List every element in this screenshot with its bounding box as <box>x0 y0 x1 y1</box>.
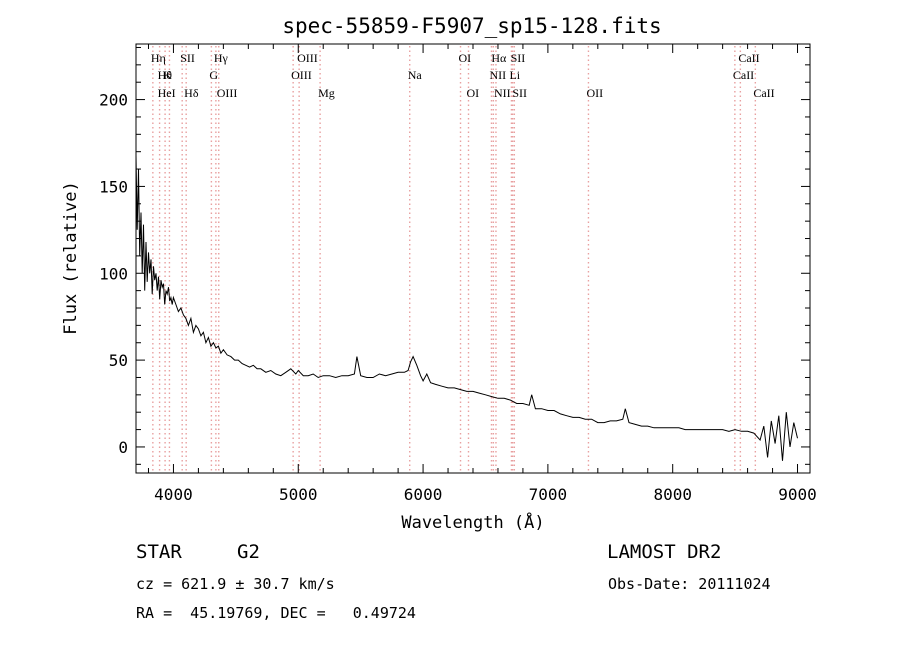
observation-date: Obs-Date: 20111024 <box>608 575 771 593</box>
spectral-line-labels: Hη HθK HeI SII Hδ Hγ G OIII OIII OIII Mg Na OI OI Hα SI… <box>151 51 775 100</box>
spectral-line-label: Na <box>408 68 423 82</box>
spectral-line-label: CaII <box>753 86 774 100</box>
spectral-line-label: HeI <box>158 86 176 100</box>
y-tick-label: 200 <box>99 91 128 110</box>
x-tick-label: 9000 <box>778 485 817 504</box>
y-axis-label: Flux (relative) <box>61 181 81 335</box>
x-axis-ticks: 4000 5000 6000 7000 8000 9000 <box>147 44 817 504</box>
spectrum-line <box>135 155 798 461</box>
x-tick-label: 8000 <box>653 485 692 504</box>
x-tick-label: 5000 <box>279 485 318 504</box>
y-axis-ticks: 0 50 100 150 200 <box>99 46 810 465</box>
y-tick-label: 100 <box>99 264 128 283</box>
x-axis-label: Wavelength (Å) <box>401 511 544 533</box>
x-tick-label: 4000 <box>154 485 193 504</box>
spectral-line-label: Hδ <box>184 86 199 100</box>
spectral-line-markers <box>152 46 757 473</box>
spectral-line-label: Mg <box>318 86 335 100</box>
spectral-line-label: SII <box>180 51 195 65</box>
y-tick-label: 0 <box>118 438 128 457</box>
spectral-line-label: OIII <box>297 51 318 65</box>
spectral-line-label: Hγ <box>214 51 229 65</box>
x-tick-label: 7000 <box>529 485 568 504</box>
spectral-line-label: Hθ <box>158 68 173 82</box>
spectral-line-label: NII <box>494 86 511 100</box>
x-tick-label: 6000 <box>404 485 443 504</box>
coordinates: RA = 45.19769, DEC = 0.49724 <box>136 604 416 622</box>
spectral-line-label: Li <box>509 68 520 82</box>
survey-name: LAMOST DR2 <box>607 541 722 563</box>
spectral-line-label: NII <box>489 68 506 82</box>
chart-title: spec-55859-F5907_sp15-128.fits <box>282 14 661 38</box>
y-tick-label: 150 <box>99 177 128 196</box>
spectral-line-label: SII <box>511 51 526 65</box>
plot-frame <box>135 43 811 474</box>
object-subclass: G2 <box>237 541 260 563</box>
spectral-line-label: K <box>163 68 172 82</box>
spectral-line-label: OII <box>586 86 603 100</box>
spectral-line-label: CaII <box>738 51 759 65</box>
spectral-line-label: OI <box>459 51 472 65</box>
spectral-line-label: G <box>209 68 218 82</box>
spectral-line-label: SII <box>512 86 527 100</box>
spectral-line-label: CaII <box>733 68 754 82</box>
spectral-line-label: OI <box>467 86 480 100</box>
spectral-line-label: Hη <box>151 51 166 65</box>
spectral-line-label: Hα <box>491 51 507 65</box>
object-type: STAR <box>136 541 182 563</box>
redshift-cz: cz = 621.9 ± 30.7 km/s <box>136 575 335 593</box>
spectral-line-label: OIII <box>291 68 312 82</box>
spectral-line-label: OIII <box>217 86 238 100</box>
y-tick-label: 50 <box>109 351 128 370</box>
